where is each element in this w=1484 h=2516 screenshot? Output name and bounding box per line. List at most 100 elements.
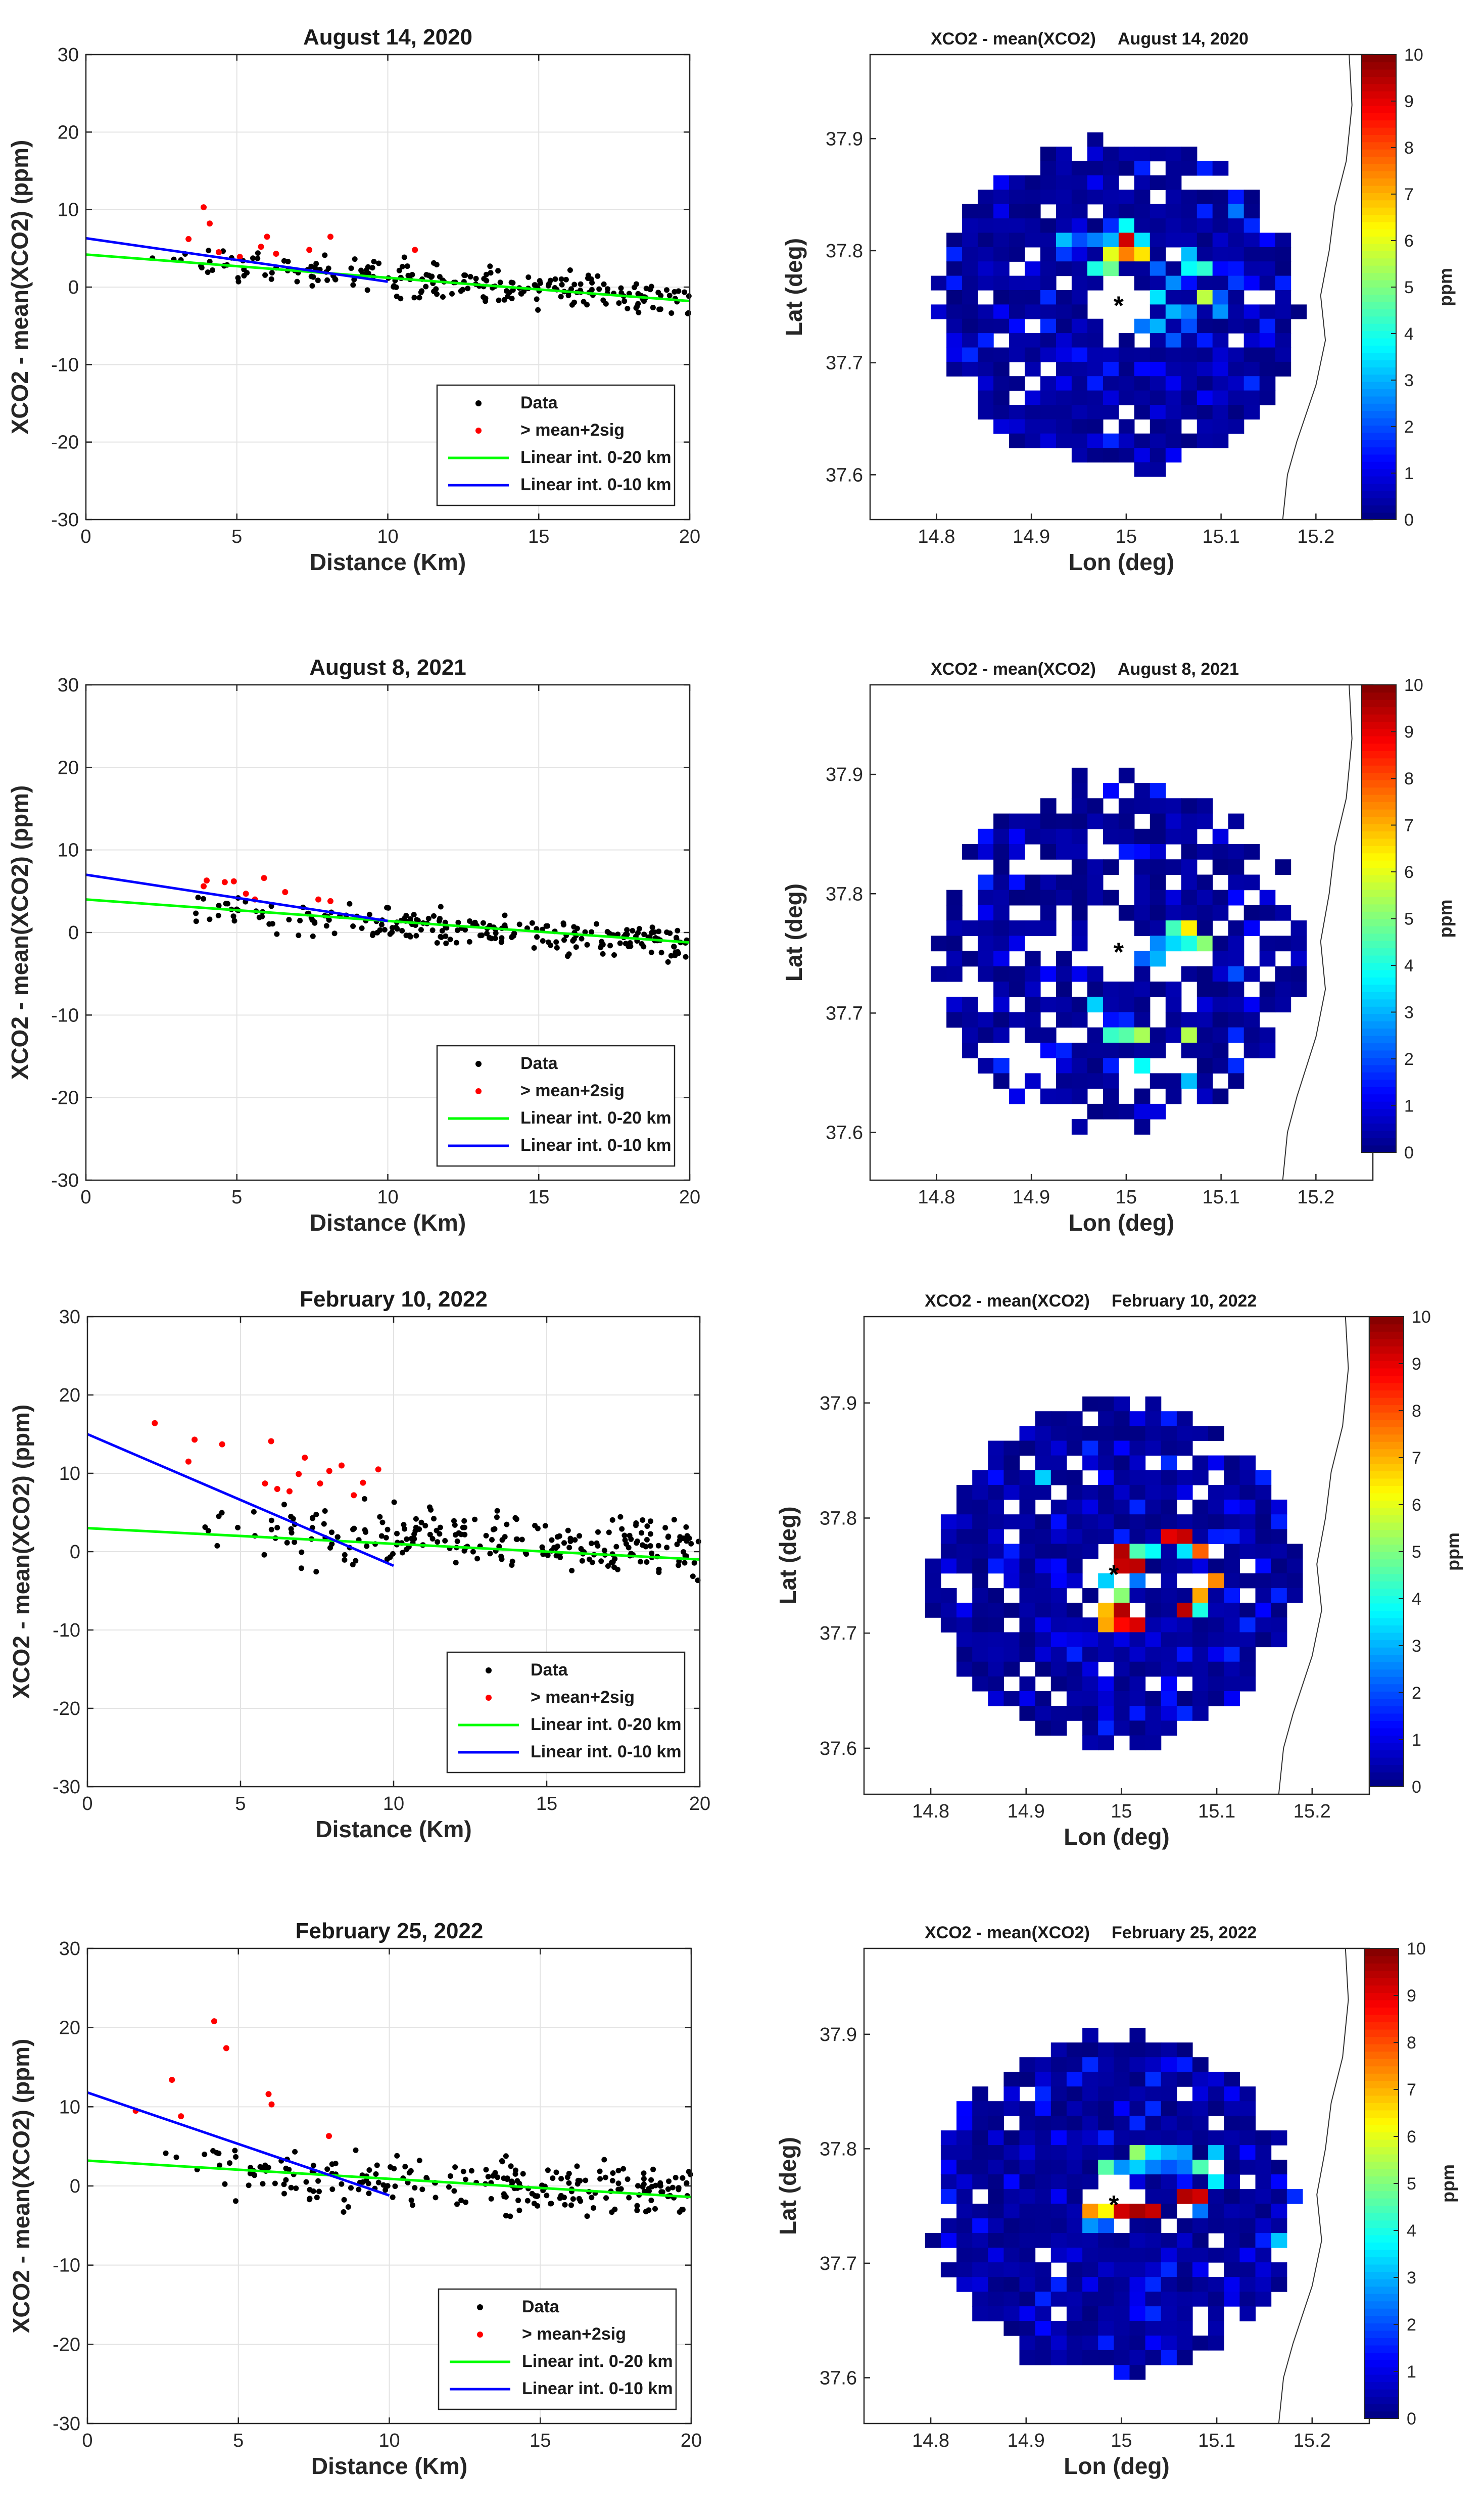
grid-cell: [1134, 1058, 1151, 1074]
data-point: [371, 259, 377, 265]
data-point: [610, 2170, 616, 2176]
grid-cell: [1228, 376, 1244, 391]
grid-cell: [1025, 920, 1041, 936]
grid-cell: [1145, 2101, 1162, 2116]
data-point: [310, 274, 316, 280]
grid-cell: [940, 2189, 957, 2204]
colorbar-segment: [1369, 1581, 1404, 1589]
y-tick-label: -10: [53, 2255, 80, 2276]
grid-cell: [1114, 2057, 1130, 2072]
colorbar-segment: [1362, 889, 1396, 897]
grid-cell: [1145, 2174, 1162, 2189]
grid-cell: [1165, 333, 1182, 348]
grid-cell: [1271, 1573, 1287, 1589]
grid-cell: [1228, 1027, 1244, 1043]
grid-cell: [1114, 2277, 1130, 2292]
data-point: [484, 271, 489, 277]
grid-cell: [1165, 304, 1182, 319]
grid-cell: [1103, 1103, 1119, 1120]
grid-cell: [1035, 2218, 1051, 2233]
grid-cell: [956, 1647, 973, 1662]
data-point: [442, 1538, 448, 1544]
grid-cell: [1050, 1706, 1067, 1721]
grid-cell: [956, 1632, 973, 1648]
grid-cell: [1196, 318, 1213, 334]
grid-cell: [1196, 1073, 1213, 1089]
grid-cell: [972, 2116, 988, 2131]
colorbar-tick-label: 3: [1404, 371, 1414, 390]
data-point: [554, 1543, 560, 1549]
data-point: [671, 944, 677, 950]
colorbar-tick-label: 5: [1404, 278, 1414, 297]
grid-cell: [1176, 1661, 1193, 1677]
grid-cell: [1066, 2306, 1083, 2321]
colorbar-segment: [1362, 728, 1396, 736]
data-point: [514, 1536, 520, 1542]
grid-cell: [946, 951, 963, 967]
grid-cell: [962, 1043, 978, 1058]
data-point: [458, 288, 464, 294]
data-point: [232, 2148, 238, 2154]
grid-cell: [1145, 1706, 1162, 1721]
grid-cell: [993, 1012, 1010, 1028]
data-point: [387, 931, 393, 937]
grid-cell: [1019, 2233, 1036, 2248]
grid-cell: [1181, 874, 1198, 891]
legend-entry: Data: [531, 1660, 568, 1680]
data-point: [508, 2163, 514, 2169]
grid-cell: [1134, 859, 1151, 875]
data-point: [532, 282, 538, 288]
x-tick-label: 15.2: [1297, 526, 1334, 547]
grid-cell: [925, 2233, 941, 2248]
grid-cell: [1035, 2277, 1051, 2292]
grid-cell: [993, 813, 1010, 829]
grid-cell: [1192, 1632, 1209, 1648]
grid-cell: [1161, 1484, 1177, 1500]
grid-cell: [1239, 2292, 1256, 2307]
grid-cell: [1161, 2057, 1177, 2072]
grid-cell: [1145, 1514, 1162, 1529]
colorbar-segment: [1362, 490, 1396, 498]
x-tick-label: 14.9: [1013, 526, 1050, 547]
grid-cell: [1098, 1484, 1114, 1500]
y-tick-label: -10: [53, 1620, 80, 1641]
colorbar-segment: [1362, 714, 1396, 722]
grid-cell: [972, 1647, 988, 1662]
grid-cell: [1134, 361, 1151, 377]
grid-cell: [1192, 1588, 1209, 1603]
outlier-point: [286, 1488, 293, 1495]
grid-cell: [1228, 405, 1244, 420]
grid-cell: [972, 2086, 988, 2102]
y-axis-label: Lat (deg): [775, 2137, 801, 2235]
grid-cell: [1150, 405, 1166, 420]
center-marker: *: [1114, 291, 1124, 320]
data-point: [454, 2201, 460, 2207]
grid-cell: [1019, 2306, 1036, 2321]
grid-cell: [1239, 1470, 1256, 1485]
grid-cell: [1050, 1411, 1067, 1426]
grid-cell: [1035, 1691, 1051, 1706]
grid-cell: [1056, 218, 1072, 234]
data-point: [470, 1549, 476, 1555]
grid-cell: [1025, 218, 1041, 234]
grid-cell: [956, 1558, 973, 1574]
grid-cell: [962, 1012, 978, 1028]
x-tick-label: 15.1: [1198, 2430, 1235, 2451]
grid-cell: [978, 874, 994, 891]
grid-cell: [1239, 1617, 1256, 1633]
grid-cell: [1035, 1484, 1051, 1500]
grid-cell: [1192, 2174, 1209, 2189]
colorbar-segment: [1362, 134, 1396, 143]
grid-cell: [1255, 1632, 1272, 1648]
data-point: [647, 1531, 653, 1537]
grid-cell: [1129, 1440, 1146, 1456]
grid-cell: [1145, 2248, 1162, 2263]
y-tick-label: 37.9: [820, 1393, 857, 1414]
data-point: [566, 2180, 572, 2186]
grid-cell: [1290, 982, 1307, 997]
data-point: [621, 1532, 628, 1539]
grid-cell: [1082, 2086, 1098, 2102]
colorbar-segment: [1362, 736, 1396, 744]
data-point: [578, 1546, 584, 1552]
grid-cell: [1118, 997, 1135, 1013]
